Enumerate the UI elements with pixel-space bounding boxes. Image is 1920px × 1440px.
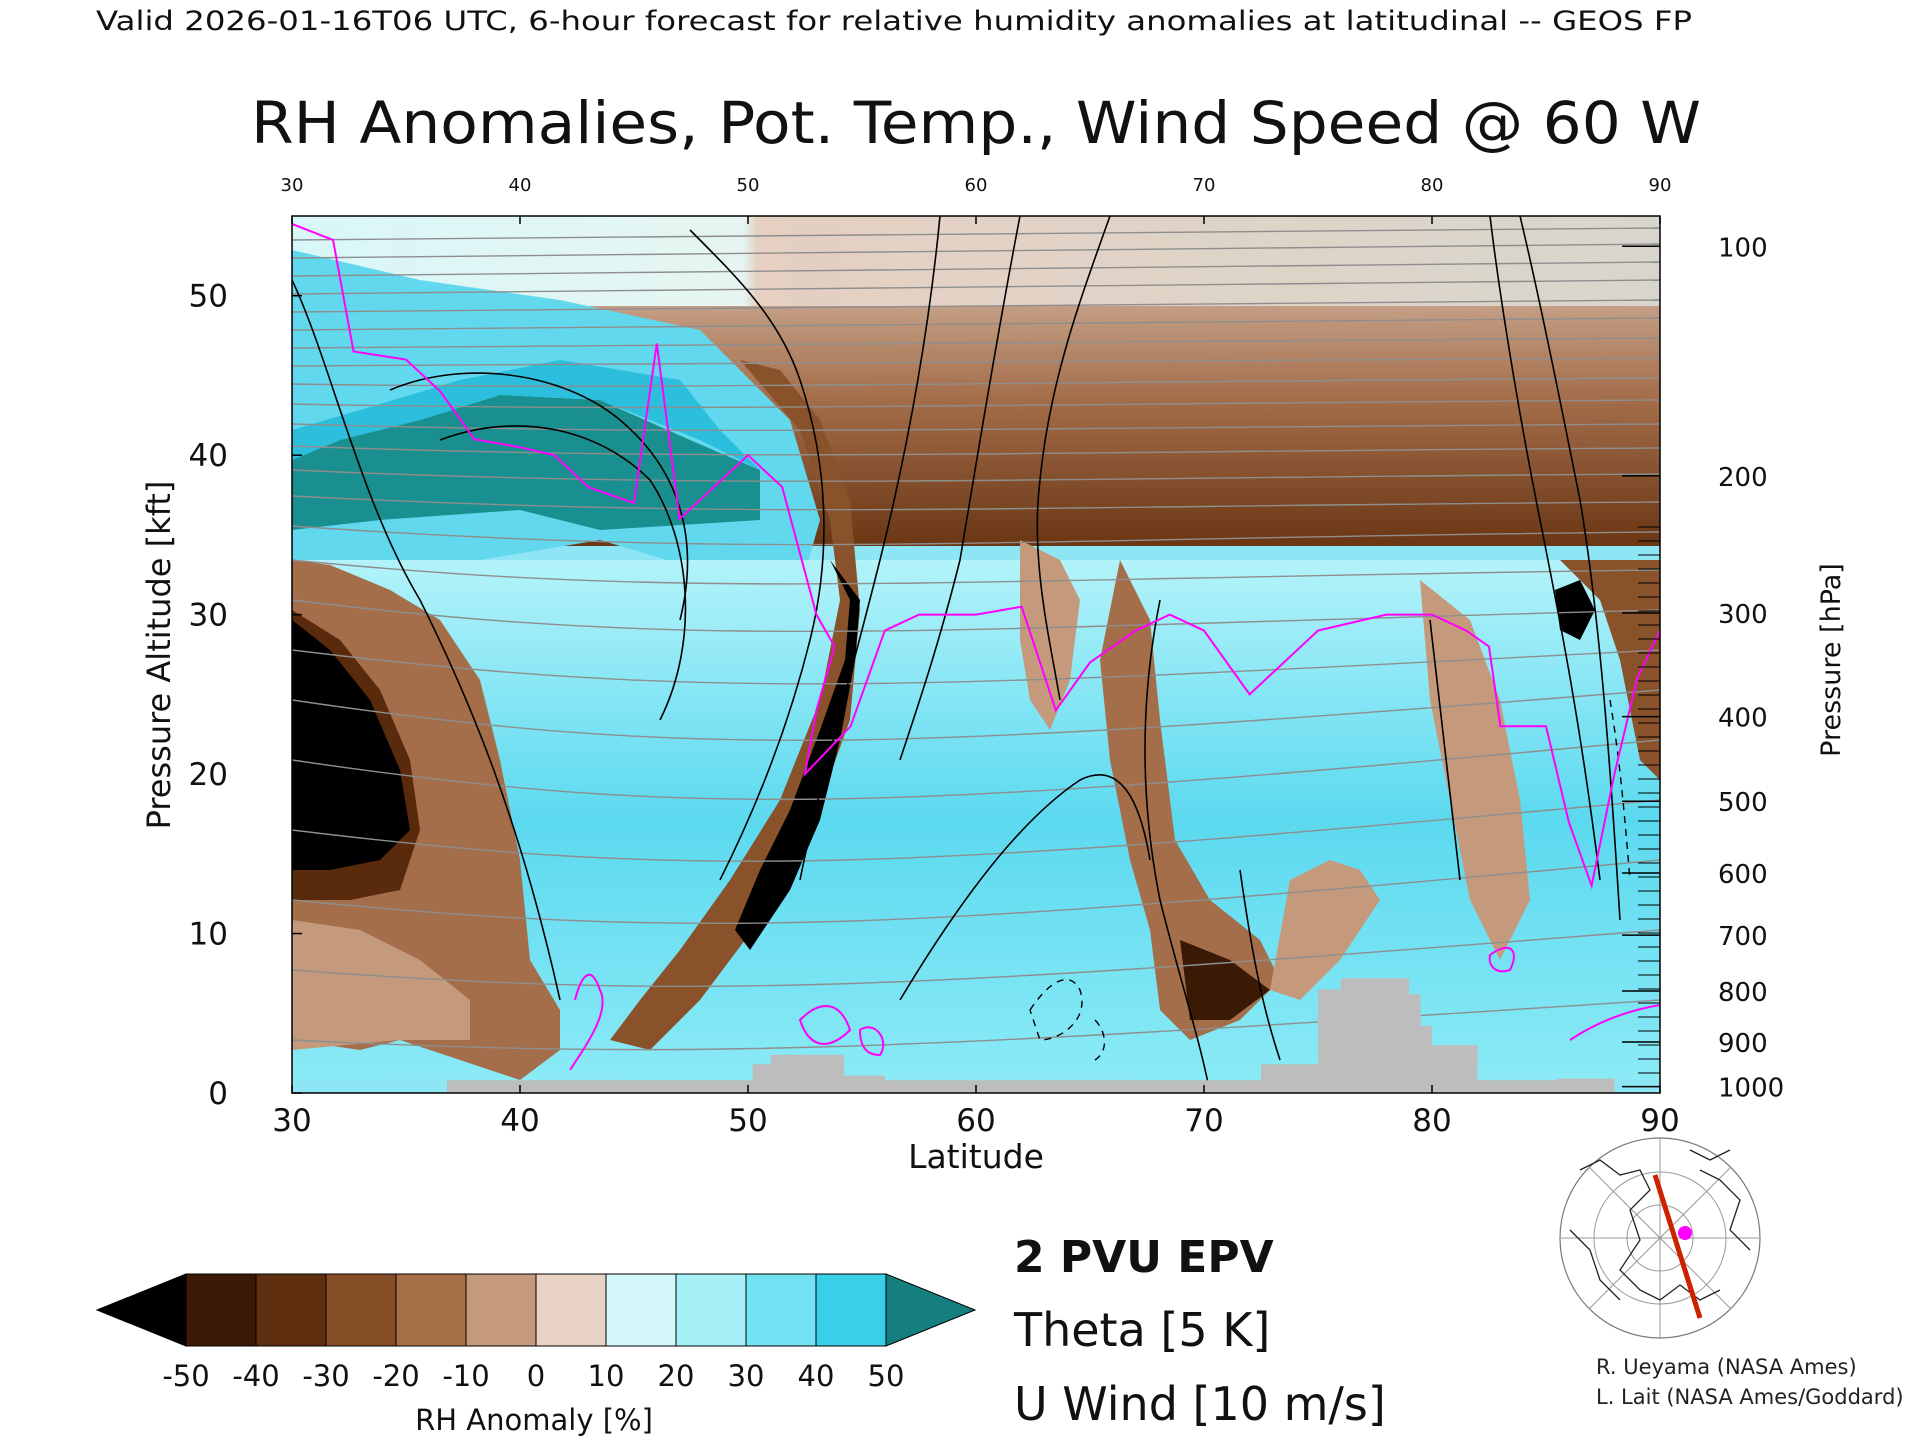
colorbar-tick-label: -50 (162, 1359, 209, 1393)
map-meridians (1560, 1138, 1760, 1338)
x-tick-label-top: 40 (509, 175, 532, 196)
colorbar-tick-label: 10 (588, 1359, 625, 1393)
colorbar-segment (465, 1273, 537, 1347)
colorbar-high-arrow (885, 1273, 977, 1347)
dry-low-mid (1270, 860, 1380, 1000)
colorbar-segment (605, 1273, 677, 1347)
chart-title: RH Anomalies, Pot. Temp., Wind Speed @ 6… (251, 89, 1701, 157)
valid-time-line: Valid 2026-01-16T06 UTC, 6-hour forecast… (96, 6, 1692, 37)
map-route-line (1652, 1174, 1703, 1319)
y-axis-right: 100 200 300 400 500 600 700 800 900 1000 (1622, 233, 1784, 1104)
y-axis-label-right: Pressure [hPa] (1816, 563, 1847, 757)
credit-line-1: R. Ueyama (NASA Ames) (1596, 1355, 1857, 1379)
dry-fold (610, 360, 860, 1050)
colorbar-low-arrow (95, 1273, 187, 1347)
colorbar-label: RH Anomaly [%] (415, 1403, 653, 1437)
pressure-tick-label: 1000 (1718, 1074, 1784, 1104)
pressure-tick-label: 300 (1718, 600, 1768, 630)
colorbar-segment (255, 1273, 327, 1347)
legend-theta: Theta [5 K] (1013, 1303, 1270, 1357)
pressure-tick-label: 600 (1718, 860, 1768, 890)
epv-fragments (569, 946, 1660, 1071)
colorbar-tick-label: 30 (728, 1359, 765, 1393)
dry-column-70 (1100, 560, 1280, 1040)
colorbar-tick-label: 20 (658, 1359, 695, 1393)
colorbar-tick-label: -40 (232, 1359, 279, 1393)
pressure-tick-label: 200 (1718, 463, 1768, 493)
plot-area (292, 216, 1660, 1093)
x-tick-label-bottom: 70 (1184, 1103, 1223, 1139)
very-moist-core (292, 395, 760, 530)
uwind-contours (292, 216, 1621, 1093)
colorbar-segment (395, 1273, 467, 1347)
x-tick-label-top: 50 (737, 175, 760, 196)
pressure-tick-label: 400 (1718, 704, 1768, 734)
colorbar-segment (745, 1273, 817, 1347)
colorbar-segment (325, 1273, 397, 1347)
colorbar-segment (815, 1273, 887, 1347)
x-tick-label-bottom: 50 (728, 1103, 767, 1139)
y-axis-label-left: Pressure Altitude [kft] (140, 481, 178, 830)
colorbar-tick-label: 50 (868, 1359, 905, 1393)
dry-column-mid (1020, 540, 1080, 730)
x-axis-top: 30 40 50 60 70 80 90 (281, 175, 1672, 224)
colorbar-tick-label: -10 (442, 1359, 489, 1393)
pressure-tick-label: 500 (1718, 788, 1768, 818)
dry-fold-core (735, 560, 860, 950)
x-tick-label-top: 70 (1193, 175, 1216, 196)
legend-uwind: U Wind [10 m/s] (1014, 1377, 1386, 1431)
dry-right-edge (1560, 560, 1660, 780)
x-tick-label-bottom: 80 (1412, 1103, 1451, 1139)
y-tick-label-left: 30 (189, 598, 228, 634)
pressure-tick-label: 700 (1718, 922, 1768, 952)
y-tick-label-left: 0 (208, 1076, 228, 1112)
x-tick-label-bottom: 90 (1640, 1103, 1679, 1139)
legend-epv: 2 PVU EPV (1014, 1232, 1274, 1283)
dry-core-right (1555, 580, 1595, 640)
x-tick-label-bottom: 40 (500, 1103, 539, 1139)
pressure-tick-label: 800 (1718, 978, 1768, 1008)
legend: 2 PVU EPV Theta [5 K] U Wind [10 m/s] (1013, 1232, 1386, 1431)
y-tick-label-left: 20 (189, 757, 228, 793)
y-tick-label-left: 50 (189, 279, 228, 315)
x-tick-label-top: 90 (1649, 175, 1672, 196)
dry-column-83 (1420, 580, 1530, 960)
colorbar-segment (675, 1273, 747, 1347)
negative-uwind-contours (1029, 699, 1631, 1061)
x-axis-label: Latitude (908, 1137, 1044, 1176)
pressure-tick-label: 100 (1718, 233, 1768, 263)
colorbar-segment (185, 1273, 257, 1347)
x-tick-label-top: 80 (1421, 175, 1444, 196)
pressure-tick-label: 900 (1718, 1029, 1768, 1059)
epv-2pvu-line (292, 223, 1660, 890)
x-axis-bottom: 30 40 50 60 70 80 90 (272, 1085, 1680, 1139)
colorbar-tick-label: -30 (302, 1359, 349, 1393)
moist-ring (292, 360, 760, 470)
inset-map (1559, 1137, 1761, 1339)
colorbar-tick-label: 40 (798, 1359, 835, 1393)
x-tick-label-top: 60 (965, 175, 988, 196)
colorbar-tick-label: 0 (527, 1359, 545, 1393)
x-tick-label-bottom: 60 (956, 1103, 995, 1139)
colorbar-tick-label: -20 (372, 1359, 419, 1393)
dry-core-70 (1180, 940, 1270, 1020)
x-tick-label-top: 30 (281, 175, 304, 196)
colorbar-segment (535, 1273, 607, 1347)
y-tick-label-left: 40 (189, 438, 228, 474)
credit-line-2: L. Lait (NASA Ames/Goddard) (1596, 1385, 1904, 1409)
y-tick-label-left: 10 (189, 917, 228, 953)
y-axis-left: 0 10 20 30 40 50 (189, 279, 302, 1112)
x-tick-label-bottom: 30 (272, 1103, 311, 1139)
map-coastlines (1569, 1149, 1751, 1301)
terrain-profile (447, 978, 1615, 1093)
dry-low-left (292, 920, 470, 1050)
extreme-dry-left (292, 620, 410, 870)
colorbar: -50 -40 -30 -20 -10 0 10 20 30 40 50 (95, 1273, 977, 1393)
map-location-marker (1678, 1226, 1692, 1240)
